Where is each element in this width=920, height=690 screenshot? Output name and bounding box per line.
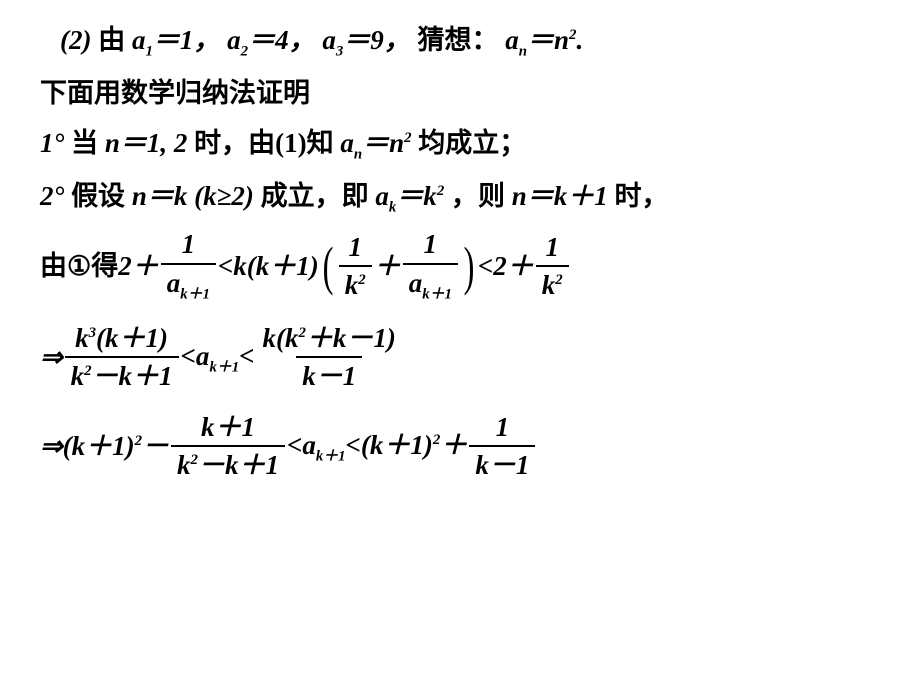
intro-text: 下面用数学归纳法证明 (40, 78, 310, 108)
when1: 当 (71, 128, 98, 158)
lt1-5: <ak＋1< (181, 336, 255, 379)
paren-group: ( 1 k2 ＋ 1 ak＋1 ) (319, 228, 478, 304)
line-given: (2) 由 a1＝1， a2＝4， a3＝9， 猜想： an＝n2. (60, 20, 880, 63)
line-formula-3: ⇒(k＋1)2－ k＋1 k2－k＋1 <ak＋1<(k＋1)2＋ 1 k－1 (40, 411, 880, 482)
plus4: ＋ (374, 246, 401, 287)
a3: a3＝9， (322, 25, 410, 55)
rparen-icon: ) (463, 239, 474, 293)
lt1-4: <k(k＋1) (218, 246, 319, 287)
nk1: n＝k＋1 (512, 181, 608, 211)
deg2: 2° (40, 181, 64, 211)
frac-1-ak1b: 1 ak＋1 (403, 228, 458, 304)
frac-1-km1: 1 k－1 (469, 411, 535, 482)
line-formula-2: ⇒ k3(k＋1) k2－k＋1 <ak＋1< k(k2＋k－1) k－1 (40, 322, 880, 393)
p0-by: 由 (98, 25, 125, 55)
by4: 由 (40, 246, 67, 287)
line-intro: 下面用数学归纳法证明 (40, 73, 880, 114)
an-eq: an＝n2. (505, 25, 583, 55)
a2: a2＝4， (227, 25, 315, 55)
assume: 假设 (71, 181, 125, 211)
frac-kk2: k(k2＋k－1) k－1 (257, 322, 402, 393)
shi1: 时，由(1)知 (194, 128, 333, 158)
line-base-case: 1° 当 n＝1, 2 时，由(1)知 an＝n2 均成立； (40, 123, 880, 166)
math-proof-page: (2) 由 a1＝1， a2＝4， a3＝9， 猜想： an＝n2. 下面用数学… (0, 0, 920, 520)
an2: an＝n2 (340, 128, 411, 158)
lt1-6: <ak＋1<(k＋1)2＋ (287, 425, 467, 468)
p0-prefix: (2) (60, 25, 91, 55)
end3: 时， (615, 181, 669, 211)
n12: n＝1, 2 (105, 128, 188, 158)
lparen-icon: ( (322, 239, 333, 293)
frac-k3: k3(k＋1) k2－k＋1 (65, 322, 179, 393)
end2: 均成立； (418, 128, 526, 158)
frac-1-ak1: 1 ak＋1 (161, 228, 216, 304)
arr5: ⇒ (40, 337, 63, 378)
frac-1-k2b: 1 k2 (536, 231, 569, 302)
frac-1-k2: 1 k2 (339, 231, 372, 302)
get4: 得 (91, 246, 118, 287)
lhs4: 2＋ (118, 246, 159, 287)
nk: n＝k (k≥2) (132, 181, 254, 211)
mid3: 成立，即 (261, 181, 369, 211)
circ1: ① (67, 246, 91, 287)
line-formula-1: 由 ① 得 2＋ 1 ak＋1 <k(k＋1) ( 1 k2 ＋ 1 ak＋1 … (40, 228, 880, 304)
then3: ，则 (451, 181, 505, 211)
arr6: ⇒(k＋1)2－ (40, 426, 169, 467)
a1: a1＝1， (132, 25, 220, 55)
p0-guess: 猜想： (418, 25, 499, 55)
line-inductive-hyp: 2° 假设 n＝k (k≥2) 成立，即 ak＝k2 ，则 n＝k＋1 时， (40, 176, 880, 219)
ak: ak＝k2 (375, 181, 444, 211)
deg1: 1° (40, 128, 64, 158)
lt2-4: <2＋ (478, 246, 534, 287)
frac-k1: k＋1 k2－k＋1 (171, 411, 285, 482)
